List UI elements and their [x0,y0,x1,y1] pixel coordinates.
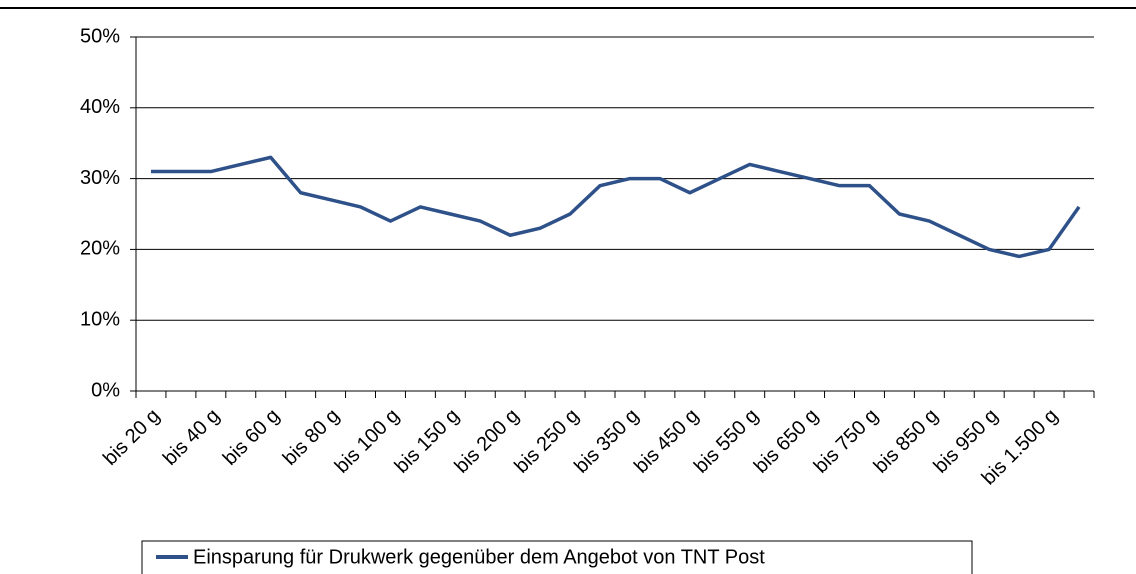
data-line [150,155,1081,259]
x-tick-label: bis 100 g [331,405,404,478]
x-tick-label: bis 40 g [159,405,224,470]
x-tick-label: bis 150 g [391,405,464,478]
y-tick-label: 30% [80,167,120,189]
x-tick-label: bis 250 g [510,405,583,478]
x-tick-label: bis 350 g [570,405,643,478]
x-tick-label: bis 550 g [690,405,763,478]
x-tick-label: bis 450 g [630,405,703,478]
legend-box [141,540,973,574]
x-tick-label: bis 750 g [810,405,883,478]
x-tick-label: bis 20 g [99,405,164,470]
y-tick-label: 20% [80,238,120,260]
legend-label: Einsparung für Drukwerk gegenüber dem An… [193,546,765,568]
x-tick-label: bis 200 g [451,405,524,478]
x-tick-label: bis 850 g [870,405,943,478]
x-tick-label: bis 650 g [750,405,823,478]
y-tick-label: 10% [80,308,120,330]
x-tick-label: bis 60 g [219,405,284,470]
y-tick-label: 40% [80,96,120,118]
y-tick-label: 0% [91,379,120,401]
y-tick-label: 50% [80,25,120,47]
